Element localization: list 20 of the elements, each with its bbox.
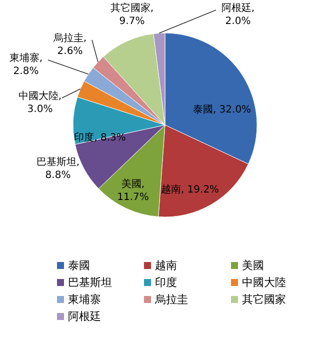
legend-label: 泰國 — [68, 259, 90, 272]
data-label: 中國大陸, 3.0% — [18, 90, 62, 115]
legend-label: 美國 — [242, 259, 264, 272]
data-label: 其它國家, 9.7% — [110, 2, 154, 27]
legend-label: 東埔寨 — [68, 293, 101, 306]
data-label: 巴基斯坦, 8.8% — [36, 156, 80, 181]
data-label: 印度, 8.3% — [74, 132, 126, 144]
data-label: 烏拉圭, 2.6% — [52, 32, 87, 57]
legend-label: 越南 — [155, 259, 177, 272]
data-label: 泰國, 32.0% — [192, 104, 252, 116]
data-label: 阿根廷, 2.0% — [221, 2, 255, 27]
legend-label: 阿根廷 — [68, 310, 101, 324]
legend-label: 印度 — [155, 276, 177, 290]
legend-label: 其它國家 — [242, 293, 286, 306]
legend-label: 烏拉圭 — [154, 293, 188, 306]
legend-label: 中國大陸 — [242, 276, 286, 290]
legend-label: 巴基斯坦 — [68, 276, 112, 290]
data-label: 越南, 19.2% — [160, 184, 220, 196]
data-label: 東埔寨, 2.8% — [9, 52, 43, 77]
data-label: 美國, 11.7% — [117, 178, 149, 203]
